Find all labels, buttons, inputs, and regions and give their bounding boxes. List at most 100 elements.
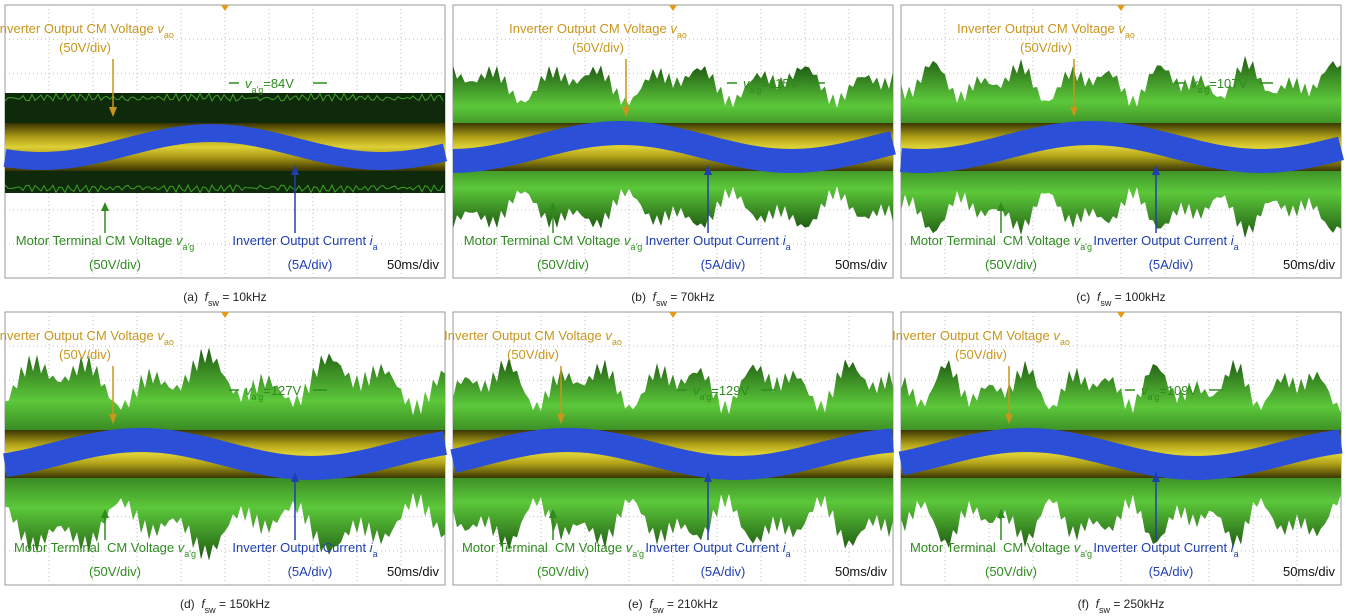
current-label-part: a	[373, 549, 378, 559]
motor-label-part: Motor Terminal CM Voltage	[910, 540, 1074, 555]
current-label-part: Inverter Output Current	[1093, 540, 1230, 555]
peak-label-part: =107V	[1209, 76, 1247, 91]
current-label-part: a	[1234, 549, 1239, 559]
vao-label-part: Inverter Output CM Voltage	[509, 21, 670, 36]
timebase: 50ms/div	[1283, 564, 1336, 579]
vao-label-part: ao	[164, 30, 174, 40]
motor-label-part: Motor Terminal CM Voltage	[462, 540, 626, 555]
vao-label-part: ao	[1125, 30, 1135, 40]
vao-label-part: ao	[677, 30, 687, 40]
current-label-part: Inverter Output Current	[1093, 233, 1230, 248]
current-scale: (5A/div)	[288, 564, 333, 579]
caption-space	[646, 290, 653, 304]
peak-label-part: a'g	[750, 85, 762, 95]
caption-label: (a)	[183, 290, 198, 304]
motor-scale: (50V/div)	[89, 564, 141, 579]
caption: (c) fsw = 100kHz	[1076, 290, 1165, 308]
current-label-part: Inverter Output Current	[645, 540, 782, 555]
scope-panel: Inverter Output CM Voltage vao(50V/div)v…	[0, 5, 445, 278]
motor-label-part: Motor Terminal CM Voltage	[16, 233, 176, 248]
timebase: 50ms/div	[835, 564, 888, 579]
motor-label-part: a'g	[184, 549, 196, 559]
caption-space	[1089, 597, 1096, 611]
caption-sub: sw	[208, 298, 220, 308]
peak-label-part: =129V	[711, 383, 749, 398]
peak-label-part: a'g	[252, 392, 264, 402]
timebase: 50ms/div	[835, 257, 888, 272]
scope-panel: Inverter Output CM Voltage vao(50V/div)v…	[453, 5, 893, 278]
current-label-part: a	[786, 242, 791, 252]
vao-scale: (50V/div)	[59, 40, 111, 55]
caption-value: = 210kHz	[664, 597, 718, 611]
vao-label-part: Inverter Output CM Voltage	[444, 328, 605, 343]
motor-scale: (50V/div)	[985, 564, 1037, 579]
timebase: 50ms/div	[387, 257, 440, 272]
caption-value: = 70kHz	[667, 290, 715, 304]
motor-label-part: a'g	[1080, 242, 1092, 252]
current-label-part: a	[373, 242, 378, 252]
motor-label-part: a'g	[632, 549, 644, 559]
vao-label-part: Inverter Output CM Voltage	[0, 21, 157, 36]
caption-label: (b)	[631, 290, 646, 304]
current-label-part: Inverter Output Current	[232, 540, 369, 555]
motor-scale: (50V/div)	[537, 257, 589, 272]
caption-sub: sw	[1099, 605, 1111, 615]
motor-label-part: a'g	[182, 242, 194, 252]
vao-scale: (50V/div)	[572, 40, 624, 55]
caption-label: (c)	[1076, 290, 1090, 304]
current-scale: (5A/div)	[1149, 564, 1194, 579]
motor-label-part: a'g	[630, 242, 642, 252]
caption-sub: sw	[653, 605, 665, 615]
vao-scale: (50V/div)	[59, 347, 111, 362]
caption-space	[198, 290, 205, 304]
current-label-part: Inverter Output Current	[232, 233, 369, 248]
caption: (b) fsw = 70kHz	[631, 290, 714, 308]
peak-label-part: =84V	[263, 76, 294, 91]
caption-value: = 250kHz	[1110, 597, 1164, 611]
scope-panel: Inverter Output CM Voltage vao(50V/div)v…	[444, 312, 893, 585]
caption-space	[643, 597, 650, 611]
vao-scale: (50V/div)	[507, 347, 559, 362]
current-label-part: a	[786, 549, 791, 559]
motor-scale: (50V/div)	[985, 257, 1037, 272]
vao-label-part: Inverter Output CM Voltage	[0, 328, 157, 343]
vao-scale: (50V/div)	[1020, 40, 1072, 55]
vao-scale: (50V/div)	[955, 347, 1007, 362]
figure: Inverter Output CM Voltage vao(50V/div)v…	[0, 0, 1347, 616]
vao-label-part: ao	[612, 337, 622, 347]
motor-label-part: Motor Terminal CM Voltage	[464, 233, 624, 248]
peak-label-part: a'g	[1148, 392, 1160, 402]
caption-value: = 10kHz	[219, 290, 267, 304]
current-scale: (5A/div)	[701, 257, 746, 272]
caption: (e) fsw = 210kHz	[628, 597, 718, 615]
caption-label: (d)	[180, 597, 195, 611]
peak-label-part: =109V	[1159, 383, 1197, 398]
current-scale: (5A/div)	[288, 257, 333, 272]
motor-label-part: a'g	[1080, 549, 1092, 559]
scope-panel: Inverter Output CM Voltage vao(50V/div)v…	[892, 312, 1341, 585]
motor-scale: (50V/div)	[89, 257, 141, 272]
scope-panel: Inverter Output CM Voltage vao(50V/div)v…	[0, 312, 445, 585]
caption-space	[195, 597, 202, 611]
caption: (f) fsw = 250kHz	[1078, 597, 1165, 615]
caption-sub: sw	[656, 298, 668, 308]
caption-label: (f)	[1078, 597, 1089, 611]
motor-label-part: Motor Terminal CM Voltage	[14, 540, 178, 555]
current-label-part: Inverter Output Current	[645, 233, 782, 248]
vao-label-part: ao	[164, 337, 174, 347]
vao-label-part: Inverter Output CM Voltage	[892, 328, 1053, 343]
current-scale: (5A/div)	[1149, 257, 1194, 272]
caption-sub: sw	[205, 605, 217, 615]
peak-label-part: a'g	[700, 392, 712, 402]
caption-value: = 100kHz	[1111, 290, 1165, 304]
scope-panel: Inverter Output CM Voltage vao(50V/div)v…	[901, 5, 1341, 278]
caption-space	[1090, 290, 1097, 304]
peak-label-part: =127V	[263, 383, 301, 398]
caption: (d) fsw = 150kHz	[180, 597, 270, 615]
vao-label-part: Inverter Output CM Voltage	[957, 21, 1118, 36]
caption-sub: sw	[1100, 298, 1112, 308]
timebase: 50ms/div	[387, 564, 440, 579]
caption-label: (e)	[628, 597, 643, 611]
motor-label-part: Motor Terminal CM Voltage	[910, 233, 1074, 248]
peak-label-part: a'g	[252, 85, 264, 95]
